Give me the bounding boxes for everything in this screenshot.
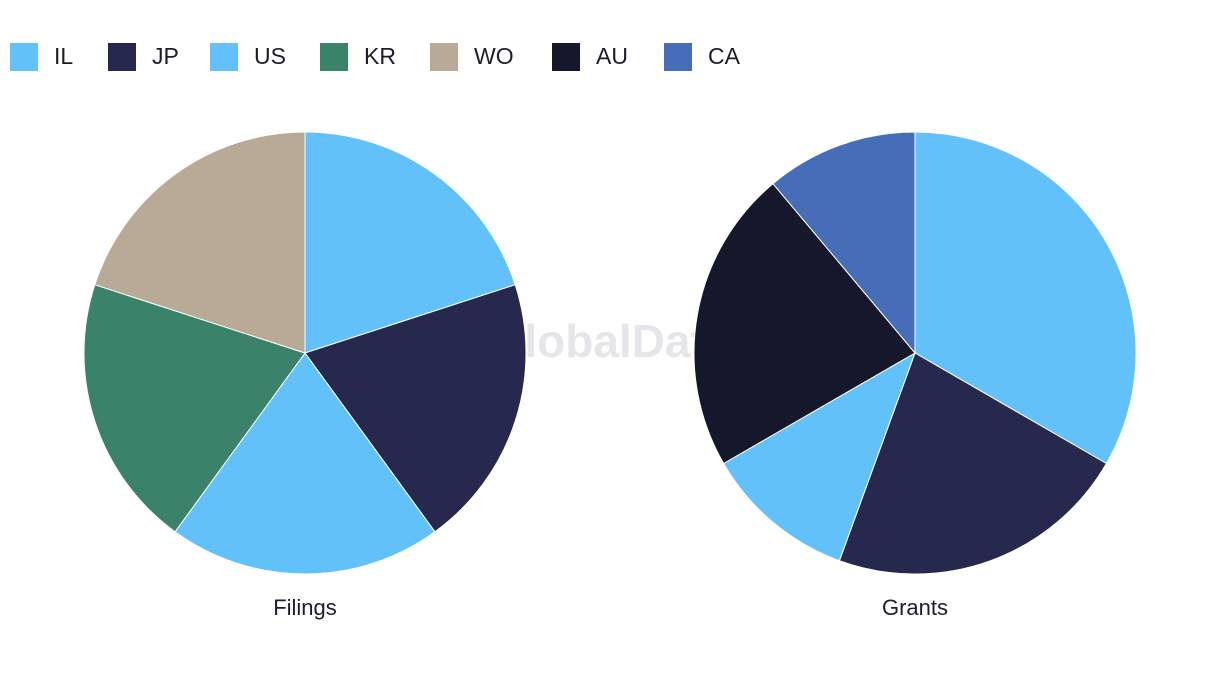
pie-title: Grants: [882, 595, 948, 620]
pie-slice: [693, 182, 916, 465]
pie-slice: [722, 351, 916, 562]
legend-label: JP: [152, 43, 179, 69]
legend-swatch: [320, 43, 348, 71]
legend-swatch: [108, 43, 136, 71]
legend-swatch: [210, 43, 238, 71]
legend-swatch: [664, 43, 692, 71]
legend-swatch: [430, 43, 458, 71]
pie-slice: [304, 131, 516, 354]
legend-swatch: [10, 43, 38, 71]
pie-slice: [83, 284, 306, 533]
legend-label: US: [254, 43, 286, 69]
pie-slice: [914, 131, 1137, 465]
pie-slice: [94, 131, 306, 354]
legend-label: CA: [708, 43, 741, 69]
legend-label: WO: [474, 43, 514, 69]
pie-slice: [772, 131, 916, 355]
pie-title: Filings: [273, 595, 337, 620]
pie-slice: [838, 352, 1108, 575]
legend-label: IL: [54, 43, 73, 69]
legend-label: KR: [364, 43, 396, 69]
pie-slice: [174, 352, 436, 575]
watermark: GlobalData: [489, 315, 732, 367]
legend-swatch: [552, 43, 580, 71]
pie-slice: [304, 284, 527, 533]
legend-label: AU: [596, 43, 628, 69]
